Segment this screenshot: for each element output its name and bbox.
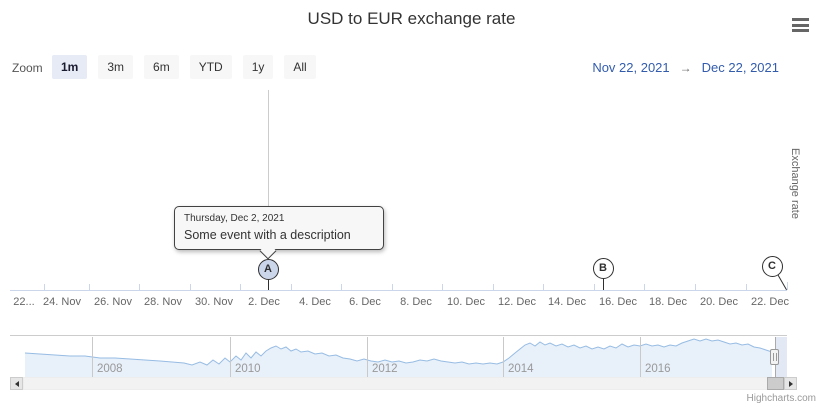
scrollbar-track[interactable] <box>23 377 784 390</box>
flag-stem <box>268 279 269 290</box>
x-axis-label: 2. Dec <box>248 296 280 308</box>
navigator-year-label: 2010 <box>235 363 261 375</box>
arrow-right-icon <box>788 380 793 387</box>
x-axis-label: 12. Dec <box>498 296 536 308</box>
x-axis-tick <box>240 284 241 290</box>
zoom-button-1y[interactable]: 1y <box>242 55 274 79</box>
event-flag-b[interactable]: B <box>592 257 614 279</box>
zoom-button-3m[interactable]: 3m <box>98 55 134 79</box>
x-axis-label: 22... <box>13 296 35 308</box>
zoom-button-1m[interactable]: 1m <box>52 55 88 79</box>
navigator-gridline <box>640 337 641 377</box>
x-axis-line <box>10 290 787 291</box>
navigator-year-label: 2014 <box>508 363 534 375</box>
x-axis-label: 18. Dec <box>649 296 687 308</box>
navigator-series[interactable] <box>10 337 787 377</box>
highcharts-credit-link[interactable]: Highcharts.com <box>746 393 816 404</box>
navigator-gridline <box>92 337 93 377</box>
zoom-label: Zoom <box>12 61 43 75</box>
x-axis-tick <box>392 284 393 290</box>
range-selector-buttons: 1m 3m 6m YTD 1y All <box>52 55 316 79</box>
x-axis-label: 14. Dec <box>548 296 586 308</box>
arrow-left-icon <box>14 380 19 387</box>
navigator[interactable]: 2008 2010 2012 2014 2016 <box>10 335 787 377</box>
tooltip-date: Thursday, Dec 2, 2021 <box>184 213 285 224</box>
zoom-button-all[interactable]: All <box>284 55 316 79</box>
event-flag-c[interactable]: C <box>761 255 783 277</box>
x-axis-label: 26. Nov <box>94 296 132 308</box>
hamburger-icon <box>792 29 809 32</box>
x-axis-tick <box>442 284 443 290</box>
navigator-gridline <box>230 337 231 377</box>
handle-grip-icon <box>772 353 774 361</box>
context-menu-button[interactable] <box>792 18 809 32</box>
zoom-button-ytd[interactable]: YTD <box>189 55 232 79</box>
navigator-year-label: 2012 <box>372 363 398 375</box>
x-axis-label: 8. Dec <box>400 296 432 308</box>
navigator-gridline <box>503 337 504 377</box>
range-arrow-icon: → <box>679 60 692 75</box>
x-axis-tick <box>644 284 645 290</box>
x-axis-tick <box>341 284 342 290</box>
x-axis-label: 28. Nov <box>144 296 182 308</box>
hamburger-icon <box>792 18 809 21</box>
range-to-input[interactable]: Dec 22, 2021 <box>701 60 779 75</box>
x-axis-label: 10. Dec <box>447 296 485 308</box>
scrollbar-thumb[interactable] <box>767 377 784 390</box>
x-axis-label: 24. Nov <box>43 296 81 308</box>
x-axis-tick <box>543 284 544 290</box>
range-selector-dates: Nov 22, 2021 → Dec 22, 2021 <box>592 60 779 75</box>
x-axis-label: 6. Dec <box>349 296 381 308</box>
hamburger-icon <box>792 23 809 27</box>
x-axis-label: 4. Dec <box>299 296 331 308</box>
x-axis-label: 22. Dec <box>751 296 789 308</box>
x-axis-tick <box>493 284 494 290</box>
x-axis-tick <box>89 284 90 290</box>
x-axis-tick <box>695 284 696 290</box>
event-plot-line <box>268 90 269 258</box>
event-flag-a[interactable]: A <box>257 258 279 280</box>
navigator-selected-mask <box>775 337 787 377</box>
x-axis-label: 16. Dec <box>599 296 637 308</box>
flag-stem <box>777 274 787 291</box>
scrollbar <box>10 377 797 390</box>
x-axis-label: 20. Dec <box>700 296 738 308</box>
x-axis-tick <box>746 284 747 290</box>
x-axis-tick <box>139 284 140 290</box>
navigator-year-label: 2008 <box>97 363 123 375</box>
flag-stem <box>603 278 604 290</box>
range-from-input[interactable]: Nov 22, 2021 <box>592 60 670 75</box>
x-axis-tick <box>787 282 788 290</box>
navigator-right-handle[interactable] <box>770 349 779 365</box>
navigator-year-label: 2016 <box>645 363 671 375</box>
event-tooltip: Thursday, Dec 2, 2021 Some event with a … <box>174 206 384 250</box>
x-axis-tick <box>44 284 45 290</box>
handle-grip-icon <box>775 353 777 361</box>
chart-title: USD to EUR exchange rate <box>307 9 516 28</box>
x-axis-label: 30. Nov <box>195 296 233 308</box>
tooltip-description: Some event with a description <box>184 228 351 242</box>
zoom-button-6m[interactable]: 6m <box>144 55 179 79</box>
y-axis-title: Exchange rate <box>789 148 801 219</box>
scrollbar-right-button[interactable] <box>784 377 797 390</box>
x-axis-tick <box>291 284 292 290</box>
x-axis-tick <box>190 284 191 290</box>
scrollbar-left-button[interactable] <box>10 377 23 390</box>
navigator-gridline <box>367 337 368 377</box>
x-axis-tick <box>594 284 595 290</box>
